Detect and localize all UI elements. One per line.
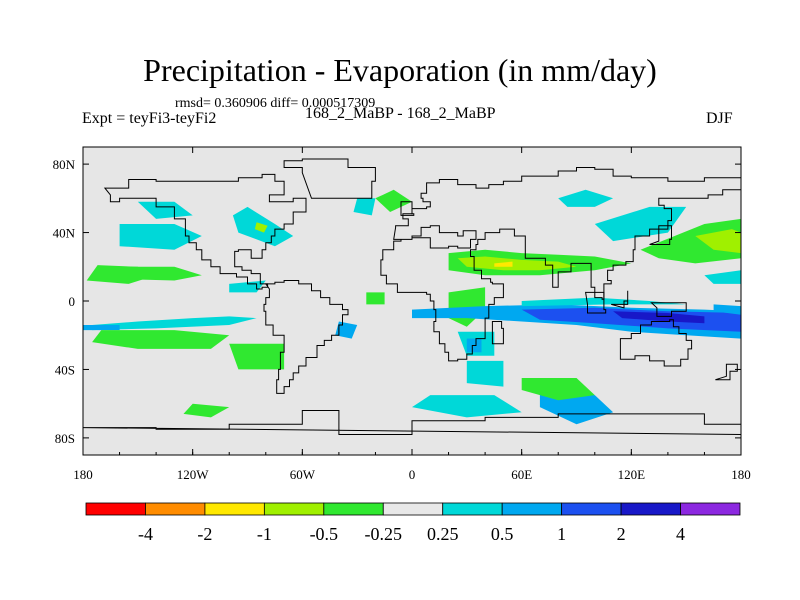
coastline xyxy=(585,291,607,314)
colorbar-swatch xyxy=(382,502,444,516)
colorbar-swatch xyxy=(501,502,563,516)
contour-region xyxy=(183,403,230,418)
colorbar-label: -0.5 xyxy=(310,524,339,544)
colorbar-swatch xyxy=(680,502,741,516)
coastline xyxy=(650,302,687,317)
colorbar-label: 0.25 xyxy=(427,524,459,544)
contour-region xyxy=(83,325,120,331)
contour-region xyxy=(110,266,202,281)
y-tick-label: 40N xyxy=(53,226,76,241)
contour-region xyxy=(375,189,412,212)
colorbar-label: -2 xyxy=(197,524,212,544)
y-tick-label: 80S xyxy=(55,431,75,446)
coastline xyxy=(83,410,741,436)
colorbar-swatch xyxy=(85,502,146,516)
colorbar: -4 -2 -1 -0.5 -0.25 0.25 0.5 1 2 4 xyxy=(85,502,741,544)
coastline xyxy=(263,280,349,394)
contour-region xyxy=(640,218,741,264)
contour-region xyxy=(521,307,741,332)
coastline xyxy=(619,319,693,367)
coastline xyxy=(380,167,741,362)
colorbar-label: 4 xyxy=(676,524,685,544)
contour-region xyxy=(695,229,741,254)
x-tick-label: 120W xyxy=(177,467,210,482)
coastline xyxy=(400,201,415,216)
contour-region xyxy=(713,304,741,315)
contour-region xyxy=(412,395,522,418)
y-tick-label: 40S xyxy=(55,362,75,377)
colorbar-label: -0.25 xyxy=(365,524,403,544)
contour-region xyxy=(353,198,376,216)
colorbar-label: -1 xyxy=(257,524,272,544)
colorbar-label: 2 xyxy=(617,524,626,544)
contour-region xyxy=(137,201,193,219)
x-tick-label: 0 xyxy=(409,467,416,482)
contour-region xyxy=(704,270,741,284)
stats-label: rmsd= 0.360906 diff= 0.000517309 xyxy=(175,96,376,111)
colorbar-swatch xyxy=(442,502,503,516)
colorbar-swatch xyxy=(263,502,325,516)
contour-region xyxy=(92,330,230,349)
coastline xyxy=(715,363,738,381)
colorbar-swatch xyxy=(145,502,206,516)
coastline xyxy=(283,158,376,199)
contour-region xyxy=(335,321,358,339)
coastline xyxy=(491,321,504,345)
contour-region xyxy=(457,256,577,271)
coastline xyxy=(611,290,629,309)
colorbar-swatch xyxy=(620,502,681,516)
contour-region xyxy=(92,316,257,331)
contour-region xyxy=(229,343,285,370)
contour-region xyxy=(466,360,504,387)
contour-region xyxy=(594,206,687,242)
season-label: DJF xyxy=(706,110,733,127)
coastline xyxy=(103,173,307,290)
experiment-label: Expt = teyFi3-teyFi2 xyxy=(82,110,217,127)
contour-region xyxy=(558,189,614,207)
x-tick-label: 120E xyxy=(618,467,646,482)
contour-region xyxy=(521,378,595,401)
colorbar-label: 1 xyxy=(557,524,566,544)
y-tick-label: 80N xyxy=(53,157,76,172)
colorbar-swatch xyxy=(323,502,384,516)
contour-region xyxy=(366,292,385,305)
y-tick-label: 0 xyxy=(69,294,76,309)
x-tick-label: 60E xyxy=(511,467,532,482)
axes: 180 120W 60W 0 60E 120E 180 80N 40N 0 40S 80S xyxy=(53,147,751,482)
colorbar-swatch xyxy=(204,502,265,516)
x-tick-label: 60W xyxy=(290,467,316,482)
case-label: 168_2_MaBP - 168_2_MaBP xyxy=(305,105,496,122)
coastlines xyxy=(83,158,741,436)
x-tick-label: 180 xyxy=(73,467,93,482)
contour-region xyxy=(254,222,268,233)
contour-region xyxy=(119,224,202,250)
x-tick-label: 180 xyxy=(731,467,751,482)
colorbar-swatch xyxy=(561,502,622,516)
contour-region xyxy=(494,261,513,267)
contour-region xyxy=(613,311,705,324)
coastline xyxy=(649,225,672,245)
chart-title: Precipitation - Evaporation (in mm/day) xyxy=(143,52,657,88)
colorbar-label: -4 xyxy=(138,524,153,544)
colorbar-label: 0.5 xyxy=(491,524,514,544)
